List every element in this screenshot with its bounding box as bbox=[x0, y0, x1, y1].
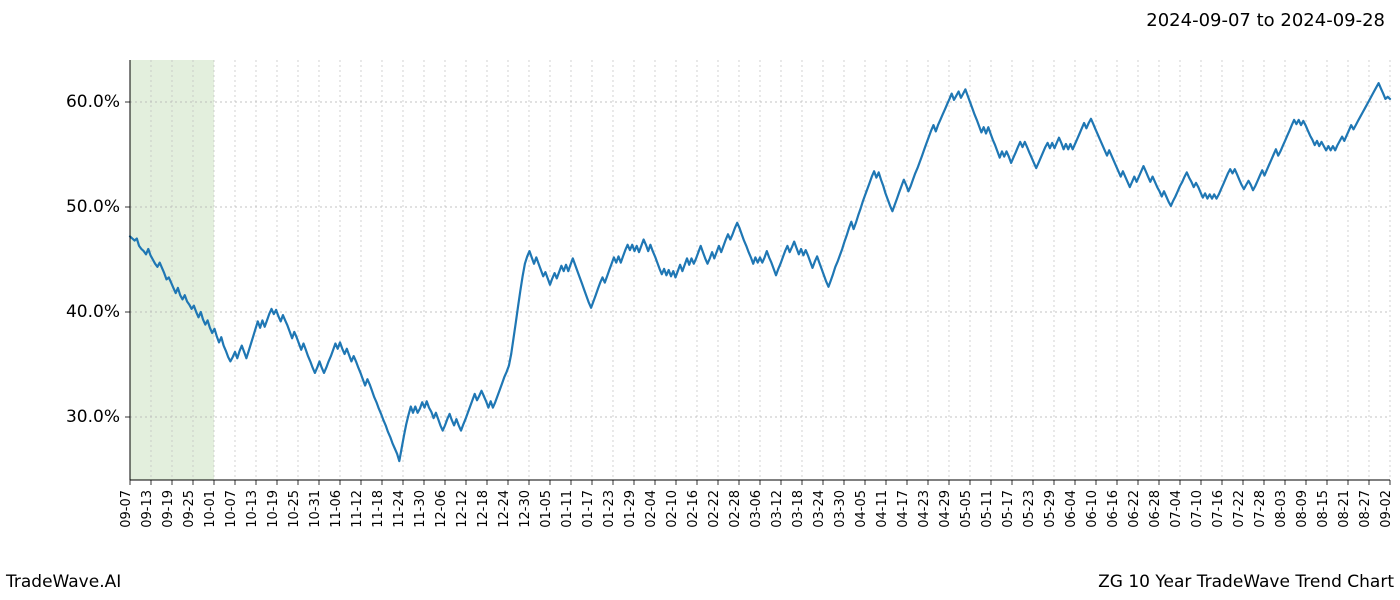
x-tick-label: 09-13 bbox=[140, 490, 155, 528]
x-tick-label: 02-10 bbox=[665, 490, 680, 528]
x-tick-label: 03-30 bbox=[833, 490, 848, 528]
x-tick-label: 04-17 bbox=[896, 490, 911, 528]
x-tick-label: 01-05 bbox=[539, 490, 554, 528]
x-tick-label: 12-30 bbox=[518, 490, 533, 528]
x-tick-label: 06-22 bbox=[1127, 490, 1142, 528]
x-tick-label: 04-05 bbox=[854, 490, 869, 528]
x-tick-label: 05-17 bbox=[1001, 490, 1016, 528]
x-tick-label: 03-24 bbox=[812, 490, 827, 528]
x-tick-label: 10-25 bbox=[287, 490, 302, 528]
x-tick-label: 09-02 bbox=[1379, 490, 1394, 528]
x-tick-label: 12-06 bbox=[434, 490, 449, 528]
x-tick-label: 08-09 bbox=[1295, 490, 1310, 528]
x-tick-label: 06-10 bbox=[1085, 490, 1100, 528]
x-tick-label: 05-23 bbox=[1022, 490, 1037, 528]
x-tick-label: 11-24 bbox=[392, 490, 407, 528]
y-tick-label: 50.0% bbox=[66, 197, 120, 217]
x-tick-label: 03-18 bbox=[791, 490, 806, 528]
x-tick-label: 11-12 bbox=[350, 490, 365, 528]
x-tick-label: 02-28 bbox=[728, 490, 743, 528]
x-tick-label: 11-18 bbox=[371, 490, 386, 528]
x-tick-label: 07-04 bbox=[1169, 490, 1184, 528]
x-tick-label: 08-27 bbox=[1358, 490, 1373, 528]
x-tick-label: 05-29 bbox=[1043, 490, 1058, 528]
x-tick-label: 04-23 bbox=[917, 490, 932, 528]
x-tick-label: 09-07 bbox=[119, 490, 134, 528]
x-tick-label: 08-21 bbox=[1337, 490, 1352, 528]
y-tick-label: 60.0% bbox=[66, 92, 120, 112]
x-tick-label: 07-10 bbox=[1190, 490, 1205, 528]
x-tick-label: 10-07 bbox=[224, 490, 239, 528]
x-tick-label: 04-11 bbox=[875, 490, 890, 528]
x-tick-label: 12-12 bbox=[455, 490, 470, 528]
x-tick-label: 03-06 bbox=[749, 490, 764, 528]
x-tick-label: 07-28 bbox=[1253, 490, 1268, 528]
x-tick-label: 08-15 bbox=[1316, 490, 1331, 528]
y-tick-label: 40.0% bbox=[66, 302, 120, 322]
x-tick-label: 03-12 bbox=[770, 490, 785, 528]
x-tick-label: 07-16 bbox=[1211, 490, 1226, 528]
x-tick-label: 01-23 bbox=[602, 490, 617, 528]
x-tick-label: 02-16 bbox=[686, 490, 701, 528]
x-tick-label: 09-19 bbox=[161, 490, 176, 528]
x-tick-label: 05-05 bbox=[959, 490, 974, 528]
x-tick-label: 04-29 bbox=[938, 490, 953, 528]
x-tick-label: 11-30 bbox=[413, 490, 428, 528]
x-tick-label: 12-18 bbox=[476, 490, 491, 528]
x-tick-label: 12-24 bbox=[497, 490, 512, 528]
x-tick-label: 10-01 bbox=[203, 490, 218, 528]
x-tick-label: 01-29 bbox=[623, 490, 638, 528]
x-tick-label: 07-22 bbox=[1232, 490, 1247, 528]
x-tick-label: 01-11 bbox=[560, 490, 575, 528]
x-tick-label: 11-06 bbox=[329, 490, 344, 528]
x-tick-label: 01-17 bbox=[581, 490, 596, 528]
x-tick-label: 05-11 bbox=[980, 490, 995, 528]
x-tick-label: 06-28 bbox=[1148, 490, 1163, 528]
y-tick-label: 30.0% bbox=[66, 407, 120, 427]
trend-chart: 09-07 09-13 09-19 09-25 10-01 10-07 10-13 10-19… bbox=[0, 0, 1400, 600]
x-tick-label: 02-22 bbox=[707, 490, 722, 528]
x-tick-label: 06-04 bbox=[1064, 490, 1079, 528]
x-tick-label: 06-16 bbox=[1106, 490, 1121, 528]
x-tick-label: 09-25 bbox=[182, 490, 197, 528]
x-tick-label: 02-04 bbox=[644, 490, 659, 528]
x-tick-label: 10-19 bbox=[266, 490, 281, 528]
trend-line bbox=[130, 83, 1390, 461]
x-tick-label: 08-03 bbox=[1274, 490, 1289, 528]
x-tick-label: 10-31 bbox=[308, 490, 323, 528]
x-tick-label: 10-13 bbox=[245, 490, 260, 528]
